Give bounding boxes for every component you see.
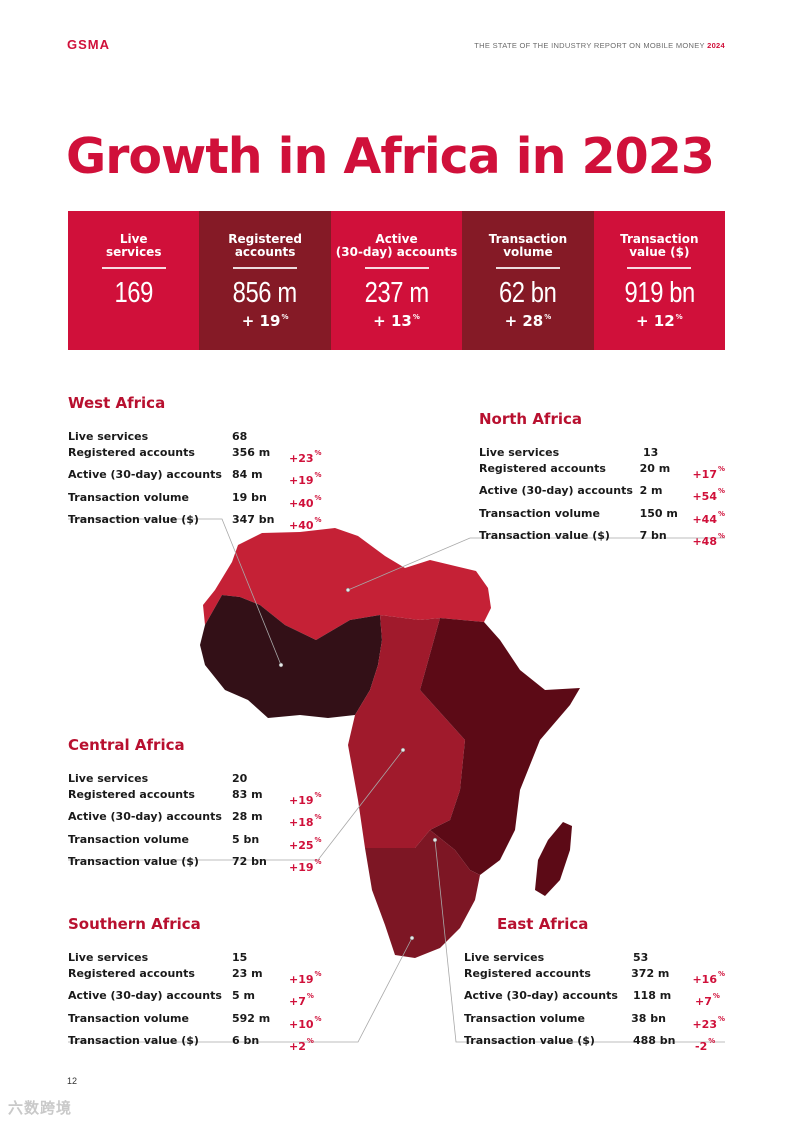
table-row: Registered accounts 83 m +19% <box>68 788 322 808</box>
table-row: Active (30-day) accounts 5 m +7% <box>68 989 314 1009</box>
table-row: Live services 13 <box>479 446 659 459</box>
stat-transaction-value: Transaction value ($) 919 bn + 12% <box>593 211 726 350</box>
table-row: Live services 53 <box>464 951 649 964</box>
region-north-africa: North Africa Live services 13 Registered … <box>479 410 725 550</box>
table-row: Active (30-day) accounts 28 m +18% <box>68 810 322 830</box>
table-row: Transaction value ($) 7 bn +48% <box>479 528 725 548</box>
page-title: Growth in Africa in 2023 <box>66 128 715 185</box>
table-row: Transaction value ($) 6 bn +2% <box>68 1033 314 1053</box>
map-region-east-africa <box>420 618 580 875</box>
report-title: THE STATE OF THE INDUSTRY REPORT ON MOBI… <box>474 41 705 50</box>
table-row: Transaction volume 5 bn +25% <box>68 832 322 852</box>
stat-registered-accounts: Registered accounts 856 m + 19% <box>199 211 331 350</box>
stat-growth: + 19% <box>241 312 289 330</box>
map-region-southern-africa <box>365 830 480 958</box>
region-title: Southern Africa <box>68 915 201 933</box>
stat-divider <box>364 267 429 269</box>
table-row: Transaction value ($) 488 bn -2% <box>464 1033 716 1053</box>
region-west-africa: West Africa Live services 68 Registered a… <box>68 394 333 534</box>
map-region-west-africa <box>200 595 382 718</box>
table-row: Live services 20 <box>68 772 248 785</box>
table-row: Transaction volume 592 m +10% <box>68 1011 322 1031</box>
region-title: East Africa <box>497 915 589 933</box>
stat-label: Transaction volume <box>488 232 568 259</box>
table-row: Transaction volume 38 bn +23% <box>464 1011 725 1031</box>
stat-label: Active (30-day) accounts <box>335 232 458 259</box>
gsma-logo: GSMA <box>67 37 110 52</box>
stat-live-services: Live services 169 <box>68 211 200 350</box>
table-row: Active (30-day) accounts 84 m +19% <box>68 468 322 488</box>
table-row: Live services 15 <box>68 951 248 964</box>
table-row: Live services 68 <box>68 430 248 443</box>
stat-growth: + 12% <box>635 312 683 330</box>
watermark: 六数跨境 <box>8 1099 73 1117</box>
stat-label: Live services <box>105 232 162 259</box>
table-row: Registered accounts 372 m +16% <box>464 967 725 987</box>
stat-growth: + 28% <box>504 312 552 330</box>
map-madagascar <box>535 822 572 896</box>
stat-transaction-volume: Transaction volume 62 bn + 28% <box>462 211 594 350</box>
stat-label: Registered accounts <box>228 232 302 259</box>
region-southern-africa: Southern Africa Live services 15 Register… <box>68 915 358 1055</box>
region-east-africa: East Africa Live services 53 Registered a… <box>464 915 725 1055</box>
stat-growth: + 13% <box>373 312 420 330</box>
stat-divider <box>233 267 298 269</box>
stat-divider <box>101 267 166 269</box>
region-title: Central Africa <box>68 736 185 754</box>
stat-value: 237 m <box>364 277 429 309</box>
table-row: Active (30-day) accounts 118 m +7% <box>464 989 720 1009</box>
page-number: 12 <box>67 1076 78 1086</box>
leader-lines <box>68 518 725 1043</box>
table-row: Transaction volume 19 bn +40% <box>68 490 322 510</box>
stat-divider <box>495 267 560 269</box>
table-row: Transaction value ($) 347 bn +40% <box>68 512 322 532</box>
stat-value: 169 <box>114 277 153 309</box>
stat-value: 856 m <box>233 277 298 309</box>
region-title: West Africa <box>68 394 166 412</box>
table-row: Registered accounts 356 m +23% <box>68 446 322 466</box>
table-row: Registered accounts 23 m +19% <box>68 967 322 987</box>
stat-active-accounts: Active (30-day) accounts 237 m + 13% <box>330 211 463 350</box>
table-row: Registered accounts 20 m +17% <box>479 462 725 482</box>
report-header: THE STATE OF THE INDUSTRY REPORT ON MOBI… <box>474 41 725 50</box>
summary-stats-bar: Live services 169 Registered accounts 856 … <box>68 211 726 350</box>
region-title: North Africa <box>479 410 583 428</box>
table-row: Active (30-day) accounts 2 m +54% <box>479 484 725 504</box>
stat-value: 62 bn <box>499 277 557 309</box>
table-row: Transaction value ($) 72 bn +19% <box>68 854 322 874</box>
table-row: Transaction volume 150 m +44% <box>479 506 725 526</box>
stat-label: Transaction value ($) <box>620 232 699 259</box>
stat-value: 919 bn <box>624 277 695 309</box>
report-year: 2024 <box>707 41 725 50</box>
map-region-central-africa <box>348 615 465 848</box>
map-region-north-africa <box>203 528 491 640</box>
region-central-africa: Central Africa Live services 20 Registere… <box>68 736 333 876</box>
stat-divider <box>627 267 692 269</box>
